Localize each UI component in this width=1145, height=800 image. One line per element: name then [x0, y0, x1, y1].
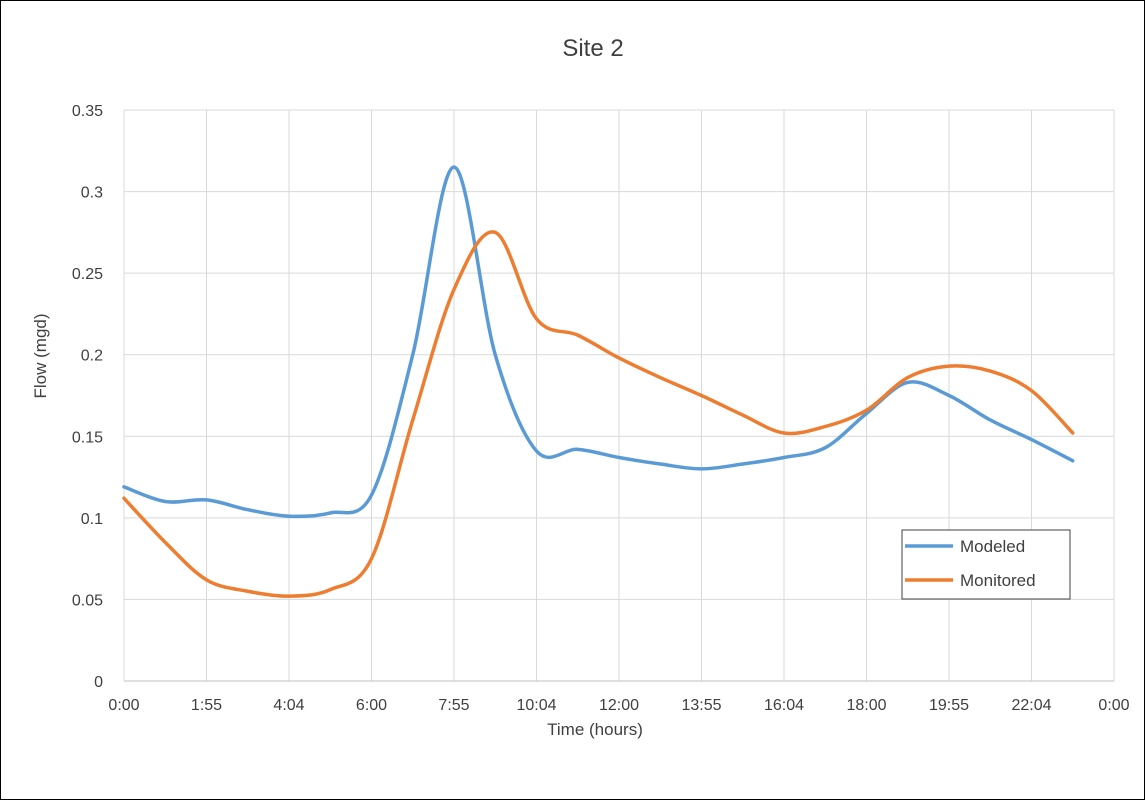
- series-lines: [122, 165, 1075, 598]
- y-tick-label: 0.3: [81, 185, 103, 202]
- x-tick-label: 7:55: [438, 697, 469, 714]
- y-tick-label: 0.1: [81, 511, 103, 528]
- axes: [123, 110, 1114, 682]
- x-tick-label: 6:00: [356, 697, 387, 714]
- legend-label-monitored: Monitored: [960, 571, 1036, 590]
- x-tick-label: 4:04: [273, 697, 304, 714]
- x-tick-label: 10:04: [516, 697, 556, 714]
- series-line-monitored: [122, 230, 1075, 598]
- x-tick-label: 19:55: [929, 697, 969, 714]
- x-tick-label: 12:00: [599, 697, 639, 714]
- legend-label-modeled: Modeled: [960, 537, 1025, 556]
- y-tick-label: 0.25: [72, 266, 103, 283]
- x-tick-label: 0:00: [1098, 697, 1129, 714]
- y-tick-label: 0.35: [72, 103, 103, 120]
- tick-labels: 0 0.05 0.1 0.15 0.2 0.25 0.3 0.35 0:00 1:55 4:04 6:…: [72, 103, 1130, 714]
- y-tick-label: 0.2: [81, 348, 103, 365]
- x-tick-label: 16:04: [764, 697, 804, 714]
- x-tick-label: 13:55: [681, 697, 721, 714]
- legend: Modeled Monitored: [901, 529, 1071, 600]
- series-line-modeled: [122, 165, 1075, 519]
- x-tick-label: 22:04: [1011, 697, 1051, 714]
- y-tick-label: 0: [94, 674, 103, 691]
- x-tick-label: 0:00: [108, 697, 139, 714]
- y-axis-title: Flow (mgd): [31, 313, 50, 398]
- x-axis-title: Time (hours): [547, 720, 643, 739]
- y-tick-label: 0.15: [72, 429, 103, 446]
- y-tick-label: 0.05: [72, 592, 103, 609]
- legend-box: [901, 529, 1071, 600]
- x-tick-label: 18:00: [846, 697, 886, 714]
- chart-title: Site 2: [562, 35, 623, 62]
- x-tick-label: 1:55: [191, 697, 222, 714]
